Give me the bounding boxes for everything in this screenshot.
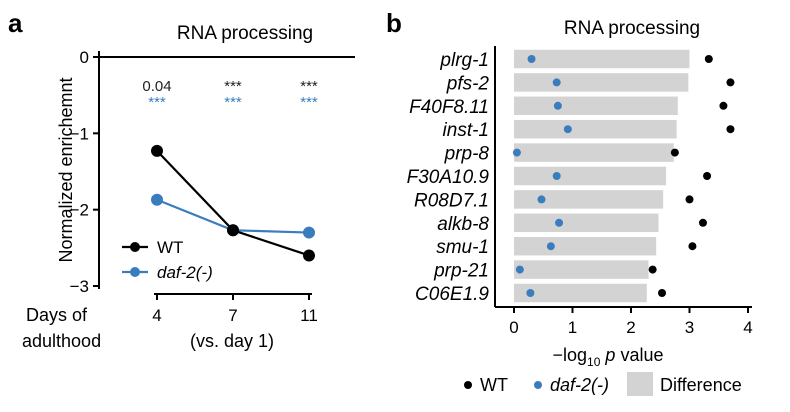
b-category-label: R08D7.1 bbox=[414, 190, 489, 211]
b-wt-dot bbox=[648, 265, 657, 274]
panel-a-letter: a bbox=[8, 8, 23, 38]
a-annot-daf2: *** bbox=[300, 94, 318, 111]
a-point-wt bbox=[227, 224, 239, 237]
b-wt-dot bbox=[685, 195, 694, 204]
panel-b-letter: b bbox=[386, 8, 402, 38]
a-y-tick-label: −1 bbox=[70, 124, 89, 143]
legend-daf2-marker bbox=[130, 267, 140, 277]
a-x-tick-label: 4 bbox=[152, 306, 161, 325]
b-wt-dot bbox=[670, 148, 679, 157]
b-daf2-dot bbox=[553, 101, 562, 110]
b-category-label: pfs-2 bbox=[446, 73, 490, 94]
a-point-wt bbox=[303, 249, 315, 262]
a-annot-daf2: *** bbox=[148, 94, 166, 111]
legend-b-difference-box bbox=[627, 372, 653, 396]
panel-b-title: RNA processing bbox=[564, 18, 700, 39]
legend-b-daf2-label: daf-2(-) bbox=[550, 375, 609, 395]
legend-b-daf2-dot bbox=[534, 381, 542, 389]
legend-b-wt-label: WT bbox=[480, 375, 508, 395]
b-daf2-dot bbox=[527, 55, 536, 63]
panel-a-x-axis: 4 7 11 bbox=[152, 293, 318, 325]
x-label-vs-day1: (vs. day 1) bbox=[190, 331, 274, 351]
panel-a-legend: WT daf-2(-) bbox=[122, 238, 213, 282]
panel-a-series bbox=[151, 144, 315, 262]
panel-a-title: RNA processing bbox=[177, 23, 313, 44]
b-difference-bar bbox=[514, 260, 649, 279]
legend-b-wt-dot bbox=[464, 381, 472, 389]
b-daf2-dot bbox=[555, 218, 564, 227]
b-category-label: inst-1 bbox=[443, 120, 489, 141]
a-point-daf2 bbox=[303, 226, 315, 239]
a-y-tick-label: −2 bbox=[70, 201, 89, 220]
a-annot-wt: *** bbox=[224, 78, 242, 95]
b-category-label: plrg-1 bbox=[439, 50, 489, 71]
b-difference-bar bbox=[514, 166, 667, 186]
legend-wt-marker bbox=[130, 242, 140, 252]
b-wt-dot bbox=[726, 78, 735, 87]
b-daf2-dot bbox=[563, 125, 572, 134]
legend-daf2-label: daf-2(-) bbox=[157, 263, 213, 282]
a-y-tick-label: −3 bbox=[70, 277, 89, 296]
b-wt-dot bbox=[704, 55, 713, 63]
b-wt-dot bbox=[719, 101, 728, 110]
b-daf2-dot bbox=[552, 172, 561, 180]
b-wt-dot bbox=[698, 218, 707, 227]
b-difference-bar bbox=[514, 283, 647, 303]
b-category-label: F30A10.9 bbox=[407, 167, 490, 188]
a-x-tick-label: 11 bbox=[300, 306, 318, 325]
a-annot-daf2: *** bbox=[224, 94, 242, 111]
legend-wt-label: WT bbox=[157, 238, 183, 257]
b-category-label: F40F8.11 bbox=[409, 97, 489, 118]
a-x-tick-label: 7 bbox=[228, 306, 237, 325]
b-difference-bar bbox=[514, 236, 657, 256]
panel-a: a RNA processing Normalized enrichemnt 0… bbox=[8, 8, 355, 351]
b-daf2-dot bbox=[537, 195, 546, 204]
a-annot-wt: *** bbox=[300, 78, 318, 95]
panel-a-significance: 0.04*************** bbox=[142, 78, 318, 111]
x-label-days-line1: Days of bbox=[26, 305, 88, 325]
b-difference-bar bbox=[514, 190, 664, 209]
b-wt-dot bbox=[703, 172, 712, 180]
panel-b-difference-bars bbox=[514, 49, 690, 303]
b-difference-bar bbox=[514, 213, 659, 233]
a-y-tick-label: 0 bbox=[80, 48, 89, 67]
legend-b-difference-label: Difference bbox=[660, 375, 742, 395]
b-difference-bar bbox=[514, 73, 689, 92]
b-daf2-dot bbox=[512, 148, 521, 157]
panel-a-ylabel: Normalized enrichemnt bbox=[56, 77, 76, 262]
b-category-label: C06E1.9 bbox=[415, 284, 489, 305]
b-x-tick-label: 1 bbox=[568, 318, 577, 337]
panel-a-y-axis: 0 −1 −2 −3 bbox=[70, 48, 355, 296]
b-daf2-dot bbox=[515, 265, 524, 274]
b-category-label: prp-21 bbox=[433, 261, 489, 282]
a-annot-wt: 0.04 bbox=[142, 78, 171, 95]
b-x-tick-label: 3 bbox=[685, 318, 694, 337]
b-category-label: smu-1 bbox=[436, 237, 489, 258]
b-difference-bar bbox=[514, 143, 674, 162]
b-category-label: prp-8 bbox=[444, 144, 490, 165]
b-difference-bar bbox=[514, 119, 677, 139]
b-difference-bar bbox=[514, 49, 690, 69]
panel-b-x-axis: 0 1 2 3 4 bbox=[494, 46, 753, 337]
b-daf2-dot bbox=[552, 78, 561, 87]
panel-b-dots bbox=[512, 55, 735, 297]
b-daf2-dot bbox=[546, 242, 555, 251]
b-wt-dot bbox=[658, 289, 667, 297]
panel-b-xlabel: −log10 p value bbox=[553, 345, 664, 369]
b-wt-dot bbox=[726, 125, 735, 134]
b-category-label: alkb-8 bbox=[437, 214, 489, 235]
b-wt-dot bbox=[688, 242, 697, 251]
a-point-wt bbox=[151, 144, 163, 157]
panel-b-legend: WT daf-2(-) Difference bbox=[464, 372, 742, 396]
x-label-days-line2: adulthood bbox=[22, 331, 101, 351]
b-difference-bar bbox=[514, 96, 678, 116]
b-x-tick-label: 0 bbox=[509, 318, 518, 337]
b-x-tick-label: 4 bbox=[743, 318, 752, 337]
b-daf2-dot bbox=[526, 289, 535, 297]
b-x-tick-label: 2 bbox=[626, 318, 635, 337]
a-point-daf2 bbox=[151, 193, 163, 206]
